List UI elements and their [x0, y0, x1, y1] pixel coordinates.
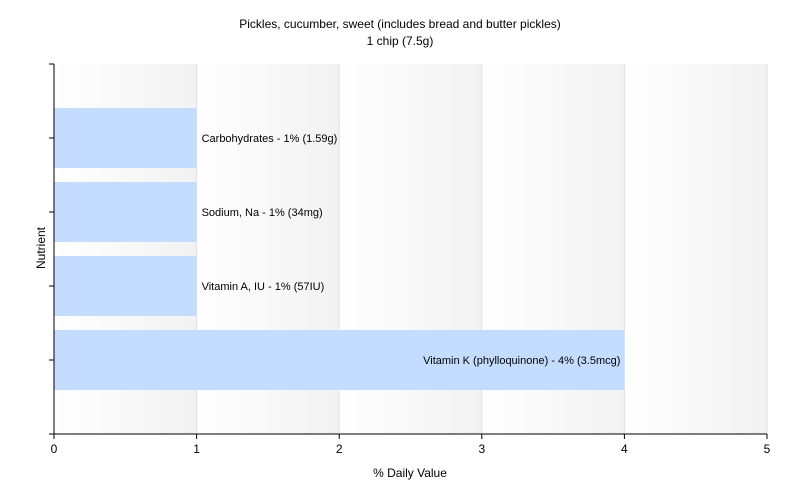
x-tick-label: 3: [478, 442, 485, 456]
bar-data-label: Carbohydrates - 1% (1.59g): [202, 133, 338, 145]
x-tick-label: 5: [764, 442, 771, 456]
x-tick-label: 2: [336, 442, 343, 456]
bars: [54, 108, 625, 390]
x-tick-label: 0: [51, 442, 58, 456]
bar-data-label: Vitamin A, IU - 1% (57IU): [202, 281, 325, 293]
x-tick-label: 1: [193, 442, 200, 456]
bar: [54, 108, 197, 168]
bar: [54, 182, 197, 242]
bar-labels: Carbohydrates - 1% (1.59g) Sodium, Na - 1…: [202, 133, 621, 367]
axes: [53, 64, 767, 435]
plot-band: [624, 64, 767, 434]
bar: [54, 256, 197, 316]
bar: [54, 330, 625, 390]
chart-subtitle: 1 chip (7.5g): [367, 34, 434, 48]
plot-background: [54, 64, 767, 434]
bar-data-label: Sodium, Na - 1% (34mg): [202, 207, 323, 219]
ticks: 0 1 2 3 4 5: [49, 63, 771, 456]
chart-title: Pickles, cucumber, sweet (includes bread…: [239, 17, 561, 31]
x-axis-label: % Daily Value: [373, 466, 447, 480]
x-tick-label: 4: [621, 442, 628, 456]
y-axis-label: Nutrient: [34, 226, 48, 269]
bar-data-label: Vitamin K (phylloquinone) - 4% (3.5mcg): [423, 355, 620, 367]
